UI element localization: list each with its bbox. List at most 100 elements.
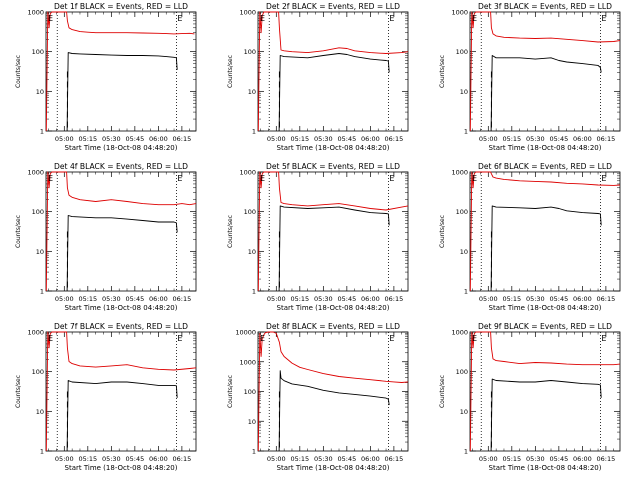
x-tick-label: 06:00 xyxy=(149,455,168,463)
x-tick-label: 06:15 xyxy=(597,455,616,463)
y-tick-label: 1000 xyxy=(239,358,256,366)
panel-det-9: Det 9f BLACK = Events, RED = LLD Counts/s… xyxy=(439,322,621,472)
series-events-line xyxy=(490,378,602,452)
x-axis-title: Start Time (18-Oct-08 04:48:20) xyxy=(489,144,602,152)
panel-det-4: Det 4f BLACK = Events, RED = LLD Counts/s… xyxy=(15,162,197,312)
y-axis-title: Counts/sec xyxy=(227,55,234,88)
panel-title: Det 9f BLACK = Events, RED = LLD xyxy=(478,322,612,331)
x-tick-label: 05:00 xyxy=(267,295,286,303)
series-events-line xyxy=(490,55,602,132)
event-marker-start: E xyxy=(472,334,477,343)
x-tick-label: 05:30 xyxy=(102,135,121,143)
x-axis-title: Start Time (18-Oct-08 04:48:20) xyxy=(277,304,390,312)
series-events-line xyxy=(66,215,178,292)
x-tick-label: 05:45 xyxy=(125,135,144,143)
x-axis-title: Start Time (18-Oct-08 04:48:20) xyxy=(277,464,390,472)
panel-title: Det 6f BLACK = Events, RED = LLD xyxy=(478,162,612,171)
x-tick-label: 06:00 xyxy=(573,295,592,303)
panel-det-1: Det 1f BLACK = Events, RED = LLD Counts/s… xyxy=(15,2,197,152)
series-lld-line xyxy=(469,11,621,132)
event-marker-start: E xyxy=(472,174,477,183)
y-tick-label: 10 xyxy=(248,418,256,426)
y-tick-label: 100 xyxy=(244,208,256,216)
y-tick-label: 1000 xyxy=(239,9,256,17)
x-axis-title: Start Time (18-Oct-08 04:48:20) xyxy=(277,144,390,152)
panel-title: Det 1f BLACK = Events, RED = LLD xyxy=(54,2,188,11)
y-tick-label: 1 xyxy=(464,128,468,136)
series-lld-line xyxy=(469,171,621,292)
event-marker-end: E xyxy=(601,334,606,343)
y-tick-label: 1000 xyxy=(451,169,468,177)
y-tick-label: 1000 xyxy=(451,9,468,17)
x-tick-label: 06:15 xyxy=(173,295,192,303)
y-tick-label: 100 xyxy=(244,48,256,56)
x-tick-label: 05:45 xyxy=(125,295,144,303)
series-lld-line xyxy=(257,11,409,132)
y-axis-title: Counts/sec xyxy=(439,215,446,248)
y-axis-title: Counts/sec xyxy=(227,375,234,408)
panel-title: Det 8f BLACK = Events, RED = LLD xyxy=(266,322,400,331)
y-tick-label: 1 xyxy=(40,448,44,456)
event-marker-end: E xyxy=(389,334,394,343)
x-axis-title: Start Time (18-Oct-08 04:48:20) xyxy=(65,304,178,312)
x-axis-title: Start Time (18-Oct-08 04:48:20) xyxy=(489,464,602,472)
x-tick-label: 06:00 xyxy=(573,455,592,463)
y-tick-label: 10 xyxy=(248,88,256,96)
y-tick-label: 100 xyxy=(32,208,44,216)
series-lld-line xyxy=(45,331,197,452)
panel-det-6: Det 6f BLACK = Events, RED = LLD Counts/s… xyxy=(439,162,621,312)
panel-title: Det 4f BLACK = Events, RED = LLD xyxy=(54,162,188,171)
x-tick-label: 05:00 xyxy=(479,455,498,463)
event-marker-end: E xyxy=(601,14,606,23)
series-lld-line xyxy=(469,331,621,452)
x-tick-label: 06:15 xyxy=(173,135,192,143)
x-tick-label: 05:00 xyxy=(479,135,498,143)
y-tick-label: 100 xyxy=(32,48,44,56)
y-tick-label: 100 xyxy=(456,368,468,376)
x-tick-label: 06:00 xyxy=(361,455,380,463)
y-tick-label: 10 xyxy=(36,248,44,256)
y-tick-label: 10 xyxy=(460,248,468,256)
y-tick-label: 1 xyxy=(40,128,44,136)
x-tick-label: 05:30 xyxy=(314,295,333,303)
x-tick-label: 06:00 xyxy=(149,295,168,303)
y-tick-label: 10 xyxy=(36,408,44,416)
y-tick-label: 100 xyxy=(244,388,256,396)
plot-frame xyxy=(469,11,621,132)
panel-title: Det 7f BLACK = Events, RED = LLD xyxy=(54,322,188,331)
x-tick-label: 06:15 xyxy=(385,295,404,303)
x-axis-title: Start Time (18-Oct-08 04:48:20) xyxy=(65,144,178,152)
x-tick-label: 05:15 xyxy=(78,455,97,463)
x-tick-label: 05:30 xyxy=(314,135,333,143)
x-tick-label: 06:15 xyxy=(597,295,616,303)
panel-title: Det 2f BLACK = Events, RED = LLD xyxy=(266,2,400,11)
x-tick-label: 05:00 xyxy=(55,455,74,463)
x-tick-label: 05:30 xyxy=(526,295,545,303)
y-tick-label: 1000 xyxy=(27,9,44,17)
x-tick-label: 05:30 xyxy=(314,455,333,463)
panel-title: Det 5f BLACK = Events, RED = LLD xyxy=(266,162,400,171)
y-axis-title: Counts/sec xyxy=(15,55,22,88)
x-tick-label: 06:00 xyxy=(573,135,592,143)
x-tick-label: 06:00 xyxy=(361,135,380,143)
y-tick-label: 10 xyxy=(460,408,468,416)
series-events-line xyxy=(66,380,178,452)
plot-frame xyxy=(469,331,621,452)
event-marker-start: E xyxy=(48,334,53,343)
x-tick-label: 05:45 xyxy=(549,295,568,303)
x-tick-label: 05:15 xyxy=(78,135,97,143)
x-tick-label: 06:15 xyxy=(597,135,616,143)
panel-det-3: Det 3f BLACK = Events, RED = LLD Counts/s… xyxy=(439,2,621,152)
y-tick-label: 100 xyxy=(32,368,44,376)
x-tick-label: 06:00 xyxy=(361,295,380,303)
panel-det-8: Det 8f BLACK = Events, RED = LLD Counts/s… xyxy=(227,322,409,472)
x-tick-label: 05:15 xyxy=(290,295,309,303)
y-tick-label: 10 xyxy=(248,248,256,256)
y-axis-title: Counts/sec xyxy=(439,375,446,408)
plot-frame xyxy=(45,11,197,132)
x-tick-label: 05:00 xyxy=(479,295,498,303)
series-events-line xyxy=(278,205,390,292)
plot-frame xyxy=(257,171,409,292)
x-tick-label: 05:15 xyxy=(290,455,309,463)
